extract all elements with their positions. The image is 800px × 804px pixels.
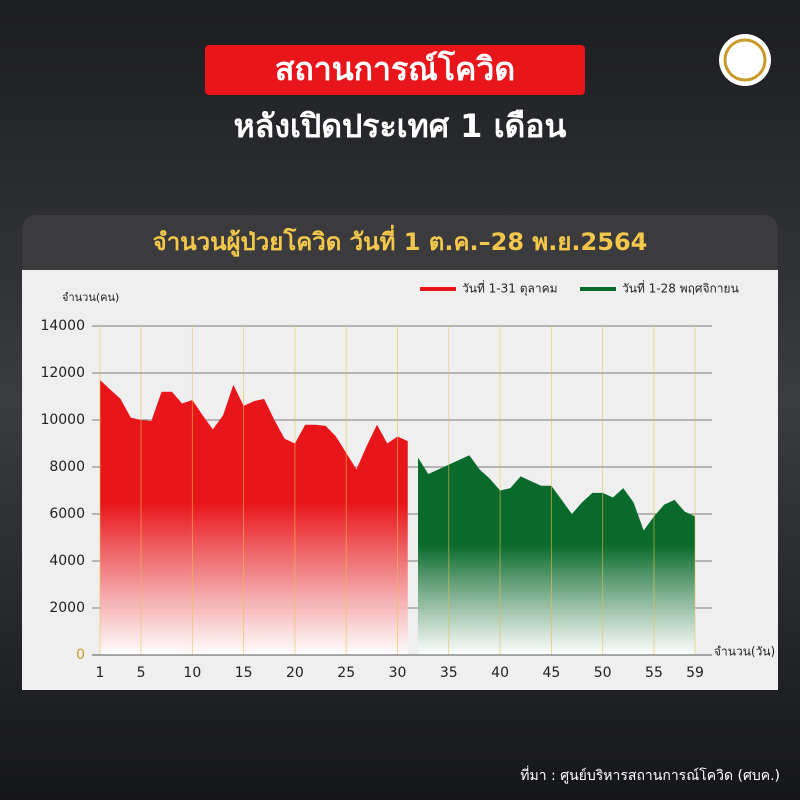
chart-header [22,215,778,285]
title-box [205,45,585,95]
y-tick-label: 10000 [40,412,85,428]
area [100,380,408,655]
x-tick-label: 5 [137,665,146,681]
y-tick-label: 4000 [49,553,85,569]
x-tick-label: 20 [286,665,304,681]
legend-label: วันที่ 1-28 พฤศจิกายน [622,280,739,296]
title: สถานการณ์โควิด [275,50,515,88]
x-tick-label: 35 [440,665,458,681]
source: ที่มา : ศูนย์บริหารสถานการณ์โควิด (ศบค.) [520,766,780,784]
y-tick-label: 14000 [40,318,85,334]
chart-title: จำนวนผู้ป่วยโควิด วันที่ 1 ต.ค.–28 พ.ย.2… [153,224,648,257]
legend-label: วันที่ 1-31 ตุลาคม [462,280,558,297]
x-tick-label: 40 [491,665,509,681]
y-tick-label: 6000 [49,506,85,522]
logo [719,34,771,86]
logo-ring [723,38,767,82]
y-tick-label: 12000 [40,365,85,381]
x-tick-label: 1 [96,665,105,681]
y-tick-label: 0 [76,647,85,663]
x-tick-label: 59 [686,665,704,681]
area [418,455,695,655]
y-tick-label: 8000 [49,459,85,475]
x-tick-label: 25 [337,665,355,681]
x-tick-label: 30 [389,665,407,681]
y-tick-label: 2000 [49,600,85,616]
x-tick-label: 50 [594,665,612,681]
x-tick-label: 15 [235,665,253,681]
subtitle: หลังเปิดประเทศ 1 เดือน [234,107,567,145]
y-axis-label: จำนวน(คน) [62,291,119,304]
x-tick-label: 55 [645,665,663,681]
x-tick-label: 45 [542,665,560,681]
x-axis-label: จำนวน(วัน) [714,645,775,659]
x-tick-label: 10 [183,665,201,681]
